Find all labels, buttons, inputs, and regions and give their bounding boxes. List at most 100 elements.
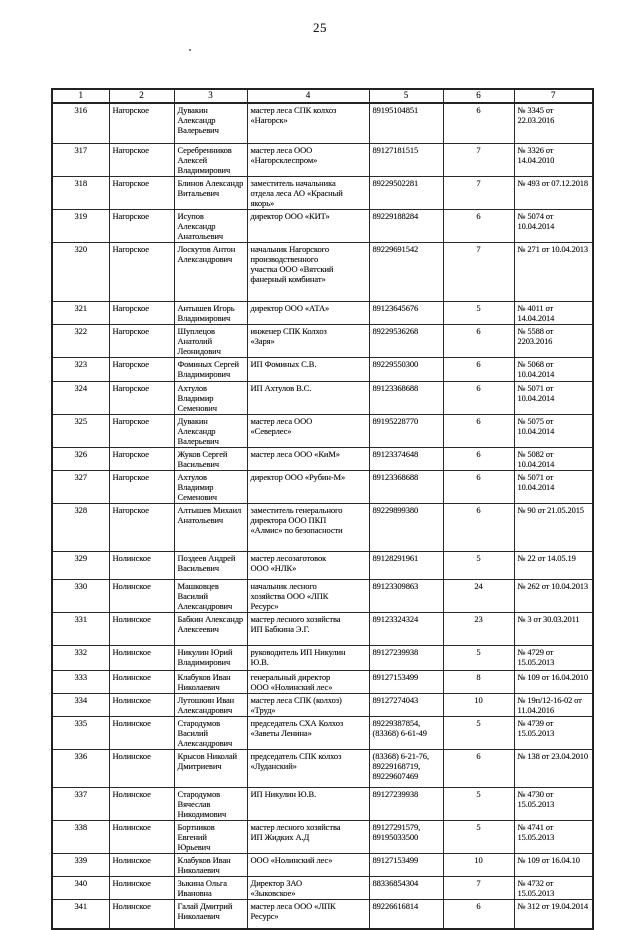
cell-name: Клабуков Иван Николаевич <box>173 669 248 694</box>
cell-count: 6 <box>442 102 515 144</box>
cell-name: Исупов Александр Анатольевич <box>173 208 248 243</box>
table-row: 324 Нагорское Ахтулов Владимир Семенович ИП… <box>51 380 594 415</box>
cell-doc: № 3326 от 14.04.2010 <box>513 142 594 177</box>
cell-district: Нагорское <box>108 413 175 448</box>
column-header-7: 7 <box>513 88 594 104</box>
table-row: 317 Нагорское Серебренников Алексей Владим… <box>51 142 594 177</box>
cell-count: 8 <box>442 669 515 694</box>
cell-district: Нагорское <box>108 142 175 177</box>
cell-count: 6 <box>442 413 515 448</box>
cell-doc: № 5071 от 10.04.2014 <box>513 380 594 415</box>
cell-district: Нагорское <box>108 446 175 471</box>
cell-count: 6 <box>442 446 515 471</box>
table-row: 322 Нагорское Шуплецов Анатолий Леонидович… <box>51 323 594 358</box>
cell-count: 5 <box>442 819 515 854</box>
cell-phone: 88336854304 <box>368 875 444 900</box>
cell-count: 10 <box>442 692 515 717</box>
cell-num: 323 <box>51 356 110 382</box>
cell-count: 6 <box>442 502 515 552</box>
cell-name: Серебренников Алексей Владимирович <box>173 142 248 177</box>
column-header-2: 2 <box>108 88 175 104</box>
cell-position: мастер леса ООО «ЛПК Ресурс» <box>246 898 370 930</box>
cell-position: ИП Никулин Ю.В. <box>246 786 370 821</box>
cell-num: 331 <box>51 611 110 646</box>
cell-position: директор ООО «Рубин-М» <box>246 469 370 504</box>
cell-name: Бортников Евгений Юрьевич <box>173 819 248 854</box>
cell-doc: № 3 от 30.03.2011 <box>513 611 594 646</box>
cell-name: Клабуков Иван Николаевич <box>173 852 248 877</box>
cell-name: Блинов Александр Витальевич <box>173 175 248 210</box>
column-header-3: 3 <box>173 88 248 104</box>
table-row: 335 Нолинское Стародумов Василий Александр… <box>51 715 594 750</box>
cell-phone: 89195104851 <box>368 102 444 144</box>
cell-num: 339 <box>51 852 110 877</box>
cell-doc: № 5071 от 10.04.2014 <box>513 469 594 504</box>
cell-count: 5 <box>442 550 515 580</box>
cell-district: Нолинское <box>108 852 175 877</box>
cell-name: Стародумов Василий Александрович <box>173 715 248 750</box>
cell-name: Ахтулов Владимир Семенович <box>173 380 248 415</box>
cell-phone: 89229387854, (83368) 6-61-49 <box>368 715 444 750</box>
table-row: 323 Нагорское Фоминых Сергей Владимирович И… <box>51 356 594 382</box>
cell-doc: № 109 от 16.04.10 <box>513 852 594 877</box>
cell-position: начальник Нагорского производственного у… <box>246 241 370 302</box>
table-row: 340 Нолинское Зыкина Ольга Ивановна Директо… <box>51 875 594 900</box>
cell-num: 337 <box>51 786 110 821</box>
cell-name: Поздеев Андрей Васильевич <box>173 550 248 580</box>
document-page: 25 1 2 3 4 5 6 7 316 Нагорское Дувакин Але… <box>51 20 594 930</box>
cell-doc: № 5082 от 10.04.2014 <box>513 446 594 471</box>
cell-name: Жуков Сергей Васильевич <box>173 446 248 471</box>
table-body: 316 Нагорское Дувакин Александр Валерьевич… <box>51 102 594 930</box>
table-row: 320 Нагорское Лоскутов Антон Александрович… <box>51 241 594 302</box>
cell-doc: № 271 от 10.04.2013 <box>513 241 594 302</box>
cell-num: 334 <box>51 692 110 717</box>
cell-position: руководитель ИП Никулин Ю.В. <box>246 644 370 671</box>
cell-phone: 89127291579, 89195033500 <box>368 819 444 854</box>
cell-position: мастер лесозаготовок ООО «НЛК» <box>246 550 370 580</box>
cell-phone: 89128291961 <box>368 550 444 580</box>
cell-doc: № 90 от 21.05.2015 <box>513 502 594 552</box>
table-row: 336 Нолинское Крысов Николай Дмитриевич пре… <box>51 748 594 788</box>
cell-district: Нагорское <box>108 241 175 302</box>
cell-name: Бабкин Александр Алексеевич <box>173 611 248 646</box>
cell-doc: № 109 от 16.04.2010 <box>513 669 594 694</box>
cell-name: Лутошкин Иван Александрович <box>173 692 248 717</box>
cell-name: Дувакин Александр Валерьевич <box>173 102 248 144</box>
column-header-1: 1 <box>51 88 110 104</box>
cell-phone: 89123368688 <box>368 469 444 504</box>
cell-num: 330 <box>51 578 110 613</box>
cell-district: Нолинское <box>108 669 175 694</box>
page-number: 25 <box>313 20 327 35</box>
cell-position: ИП Фоминых С.В. <box>246 356 370 382</box>
table-row: 337 Нолинское Стародумов Вячеслав Никодимо… <box>51 786 594 821</box>
table-row: 316 Нагорское Дувакин Александр Валерьевич… <box>51 102 594 144</box>
cell-position: мастер леса ООО «КиМ» <box>246 446 370 471</box>
table-row: 334 Нолинское Лутошкин Иван Александрович м… <box>51 692 594 717</box>
table-row: 318 Нагорское Блинов Александр Витальевич з… <box>51 175 594 210</box>
cell-doc: № 5075 от 10.04.2014 <box>513 413 594 448</box>
cell-phone: 89229188284 <box>368 208 444 243</box>
cell-position: мастер лесного хозяйства ИП Бабкина Э.Г. <box>246 611 370 646</box>
cell-phone: 89123309863 <box>368 578 444 613</box>
table-row: 332 Нолинское Никулин Юрий Владимирович рук… <box>51 644 594 671</box>
cell-position: начальник лесного хозяйства ООО «ЛПК Рес… <box>246 578 370 613</box>
cell-position: инженер СПК Колхоз «Заря» <box>246 323 370 358</box>
table-row: 327 Нагорское Ахтулов Владимир Семенович ди… <box>51 469 594 504</box>
cell-phone: 89127153499 <box>368 669 444 694</box>
cell-district: Нолинское <box>108 748 175 788</box>
cell-doc: № 4729 от 15.05.2013 <box>513 644 594 671</box>
cell-num: 335 <box>51 715 110 750</box>
cell-name: Галай Дмитрий Николаевич <box>173 898 248 930</box>
cell-name: Алтышев Михаил Анатольевич <box>173 502 248 552</box>
cell-count: 5 <box>442 644 515 671</box>
table-row: 338 Нолинское Бортников Евгений Юрьевич мас… <box>51 819 594 854</box>
cell-position: председатель СПК колхоз «Луданский» <box>246 748 370 788</box>
cell-district: Нолинское <box>108 692 175 717</box>
cell-district: Нолинское <box>108 644 175 671</box>
cell-district: Нолинское <box>108 875 175 900</box>
cell-name: Стародумов Вячеслав Никодимович <box>173 786 248 821</box>
cell-doc: № 3345 от 22.03.2016 <box>513 102 594 144</box>
cell-doc: № 262 от 10.04.2013 <box>513 578 594 613</box>
cell-num: 320 <box>51 241 110 302</box>
cell-count: 7 <box>442 875 515 900</box>
